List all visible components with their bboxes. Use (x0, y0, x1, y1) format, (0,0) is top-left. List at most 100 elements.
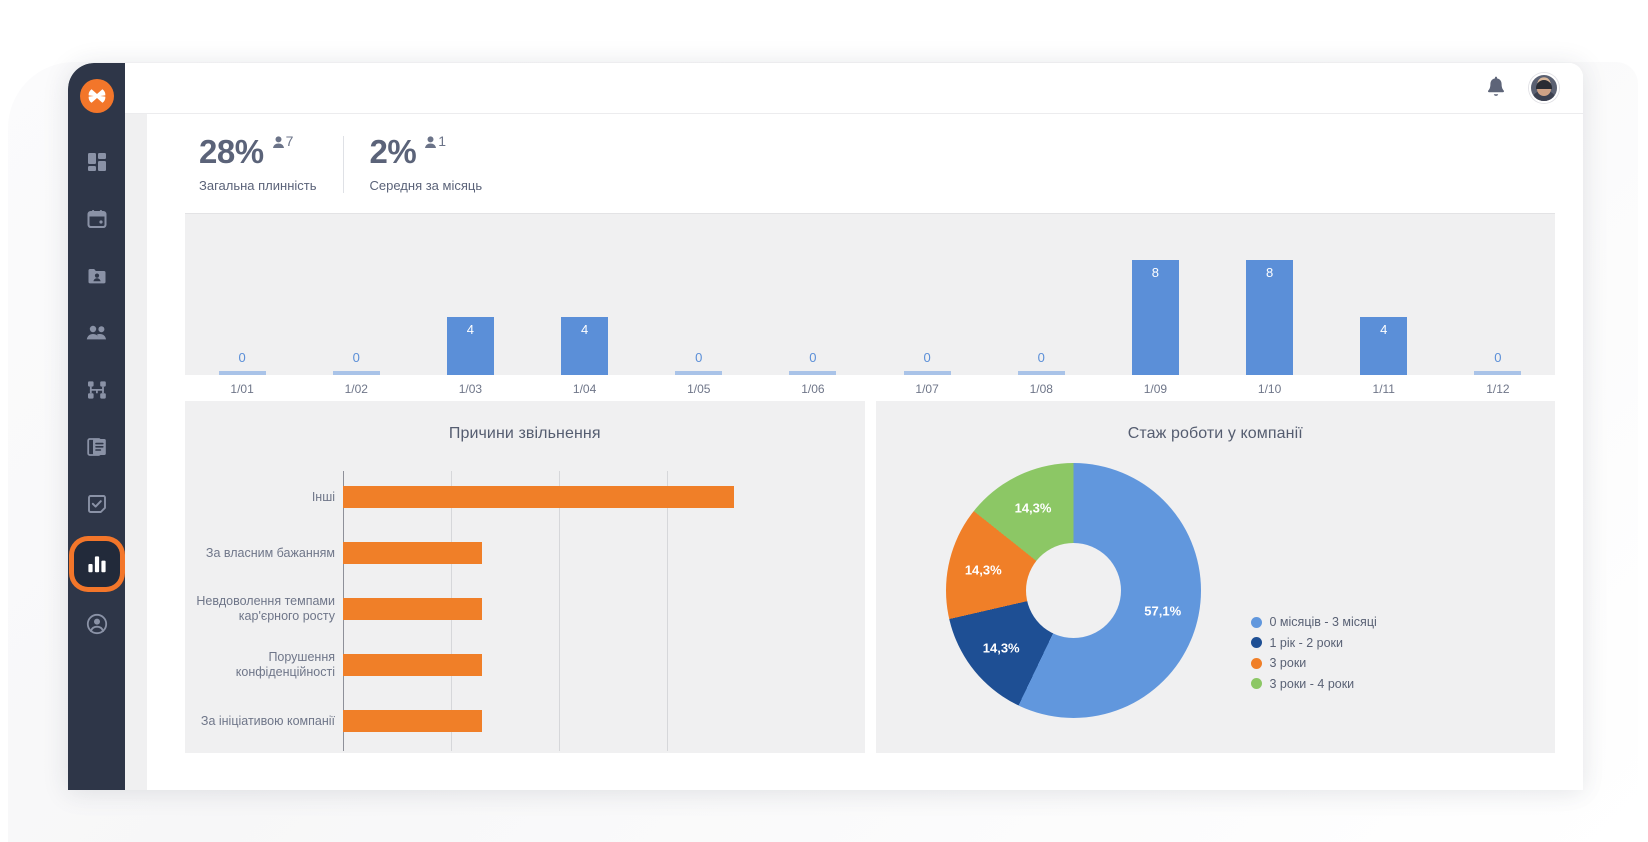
legend-color-dot (1250, 637, 1262, 648)
kpi-label: Середня за місяць (369, 178, 483, 193)
column-bar[interactable] (218, 371, 266, 375)
legend-item[interactable]: 3 роки - 4 роки (1250, 677, 1377, 691)
column-bar-slot[interactable]: 0 (756, 214, 870, 375)
legend-item[interactable]: 3 роки (1250, 656, 1377, 670)
sidebar-content-gutter (125, 114, 147, 790)
checklist-icon (87, 494, 107, 514)
hbar-row[interactable]: Невдоволення темпами кар'єрного росту (196, 594, 483, 623)
panel-title: Стаж роботи у компанії (1127, 425, 1303, 442)
column-bar-slot[interactable]: 8 (1213, 214, 1327, 375)
person-icon (272, 134, 284, 149)
documents-icon (86, 437, 107, 457)
column-bar[interactable] (1017, 371, 1065, 375)
bottom-panels: Причини звільнення Інші За власним бажанн… (185, 401, 1555, 753)
column-bar-value-label: 0 (352, 350, 360, 365)
hbar-row[interactable]: За власним бажанням (206, 542, 483, 564)
x-axis-tick-label: 1/04 (572, 382, 597, 396)
column-bar-slot[interactable]: 0 (1441, 214, 1555, 375)
column-bar-value-label: 4 (580, 322, 589, 338)
column-bar-value-label: 0 (809, 350, 817, 365)
column-bar-slot[interactable]: 4 (413, 214, 527, 375)
column-bar-slot[interactable]: 0 (642, 214, 756, 375)
column-bar[interactable] (332, 371, 380, 375)
column-bar[interactable] (903, 371, 951, 375)
column-bar-value-label: 8 (1151, 264, 1160, 280)
column-bar-slot[interactable]: 0 (984, 214, 1098, 375)
sidebar-item-profile[interactable] (77, 604, 117, 644)
hbar-gridline (667, 471, 668, 751)
hbar-bar[interactable] (343, 486, 734, 508)
x-axis-tick-label: 1/11 (1372, 382, 1395, 396)
hbar-category-label: Порушення конфіденційності (235, 650, 335, 679)
column-bar-value-label: 0 (1494, 350, 1502, 365)
column-bar[interactable]: 4 (561, 317, 609, 375)
hbar-category-label: За власним бажанням (205, 545, 335, 560)
x-axis-tick-label: 1/02 (344, 382, 368, 396)
dismissal-reasons-panel: Причини звільнення Інші За власним бажанн… (185, 401, 865, 753)
donut-slice-label: 14,3% (982, 640, 1020, 656)
hbar-row[interactable]: Інші (312, 486, 734, 508)
kpi-headcount: 7 (272, 134, 293, 149)
column-bar-slot[interactable]: 4 (1327, 214, 1441, 375)
donut-ring: 57,1% 14,3% 14,3% 14,3% (945, 463, 1201, 718)
person-icon (425, 134, 437, 149)
hbar-bar[interactable] (343, 710, 483, 732)
column-bar-value-label: 0 (238, 350, 246, 365)
column-bar-slot[interactable]: 0 (870, 214, 984, 375)
column-bar[interactable]: 4 (1360, 317, 1408, 375)
legend-color-dot (1250, 657, 1262, 669)
hbar-category-label: Інші (311, 489, 335, 504)
donut-slice-label: 57,1% (1144, 603, 1182, 619)
hbar-bar[interactable] (343, 598, 483, 620)
hbar-bar[interactable] (343, 542, 483, 564)
kpi-headcount: 1 (425, 134, 446, 149)
sidebar-item-documents[interactable] (77, 427, 117, 467)
sidebar-item-reports[interactable] (73, 540, 120, 587)
sidebar-item-tasks[interactable] (77, 484, 117, 524)
donut-slice-label: 14,3% (964, 562, 1002, 578)
avatar-hair (1536, 79, 1552, 89)
legend-label: 1 рік - 2 роки (1269, 635, 1344, 650)
avatar[interactable] (1529, 73, 1559, 103)
bar-chart-icon (86, 553, 108, 575)
legend-item[interactable]: 1 рік - 2 роки (1250, 635, 1377, 650)
column-bar-slot[interactable]: 0 (185, 214, 299, 375)
column-bar-value-label: 8 (1265, 264, 1274, 280)
column-bar[interactable]: 8 (1131, 259, 1179, 375)
x-axis-tick-label: 1/05 (687, 382, 711, 396)
sidebar-item-org-chart[interactable] (77, 370, 117, 410)
legend-color-dot (1250, 678, 1262, 689)
sidebar-item-contacts[interactable] (77, 256, 117, 296)
x-logo-icon[interactable] (79, 79, 114, 113)
x-axis-tick-label: 1/06 (801, 382, 825, 396)
column-bar[interactable]: 4 (446, 317, 494, 375)
legend-item[interactable]: 0 місяців - 3 місяці (1250, 615, 1377, 629)
kpi-value: 28% (199, 133, 264, 170)
column-bar-slot[interactable]: 8 (1098, 214, 1212, 375)
notification-bell-icon[interactable] (1485, 76, 1507, 100)
x-axis-tick-label: 1/01 (230, 382, 254, 396)
kpi-value: 2% (369, 133, 417, 170)
column-plot-area: 0 0 4 4 0 0 0 0 8 8 4 0 (185, 214, 1555, 375)
sidebar (68, 63, 125, 790)
donut-chart: 57,1% 14,3% 14,3% 14,3% 0 місяців - 3 місяц… (876, 449, 1556, 739)
sidebar-item-dashboard[interactable] (77, 142, 117, 182)
sidebar-item-people[interactable] (77, 313, 117, 353)
x-axis-tick-label: 1/08 (1029, 382, 1053, 396)
column-bar-value-label: 0 (695, 350, 703, 365)
people-icon (86, 323, 108, 343)
column-bar[interactable] (1474, 371, 1522, 375)
hbar-bar[interactable] (343, 654, 483, 676)
column-bar-slot[interactable]: 4 (528, 214, 642, 375)
donut-hole (1025, 543, 1121, 638)
column-bar[interactable] (789, 371, 837, 375)
hbar-row[interactable]: За ініціативою компанії (201, 710, 483, 732)
sidebar-item-calendar[interactable] (77, 199, 117, 239)
column-bar[interactable]: 8 (1246, 259, 1294, 375)
kpi-divider (342, 136, 344, 193)
hbar-row[interactable]: Порушення конфіденційності (236, 650, 483, 679)
hbar-gridline (559, 471, 560, 751)
kpi-value-row: 2% 1 (370, 132, 483, 172)
column-bar[interactable] (675, 371, 723, 375)
column-bar-slot[interactable]: 0 (299, 214, 413, 375)
